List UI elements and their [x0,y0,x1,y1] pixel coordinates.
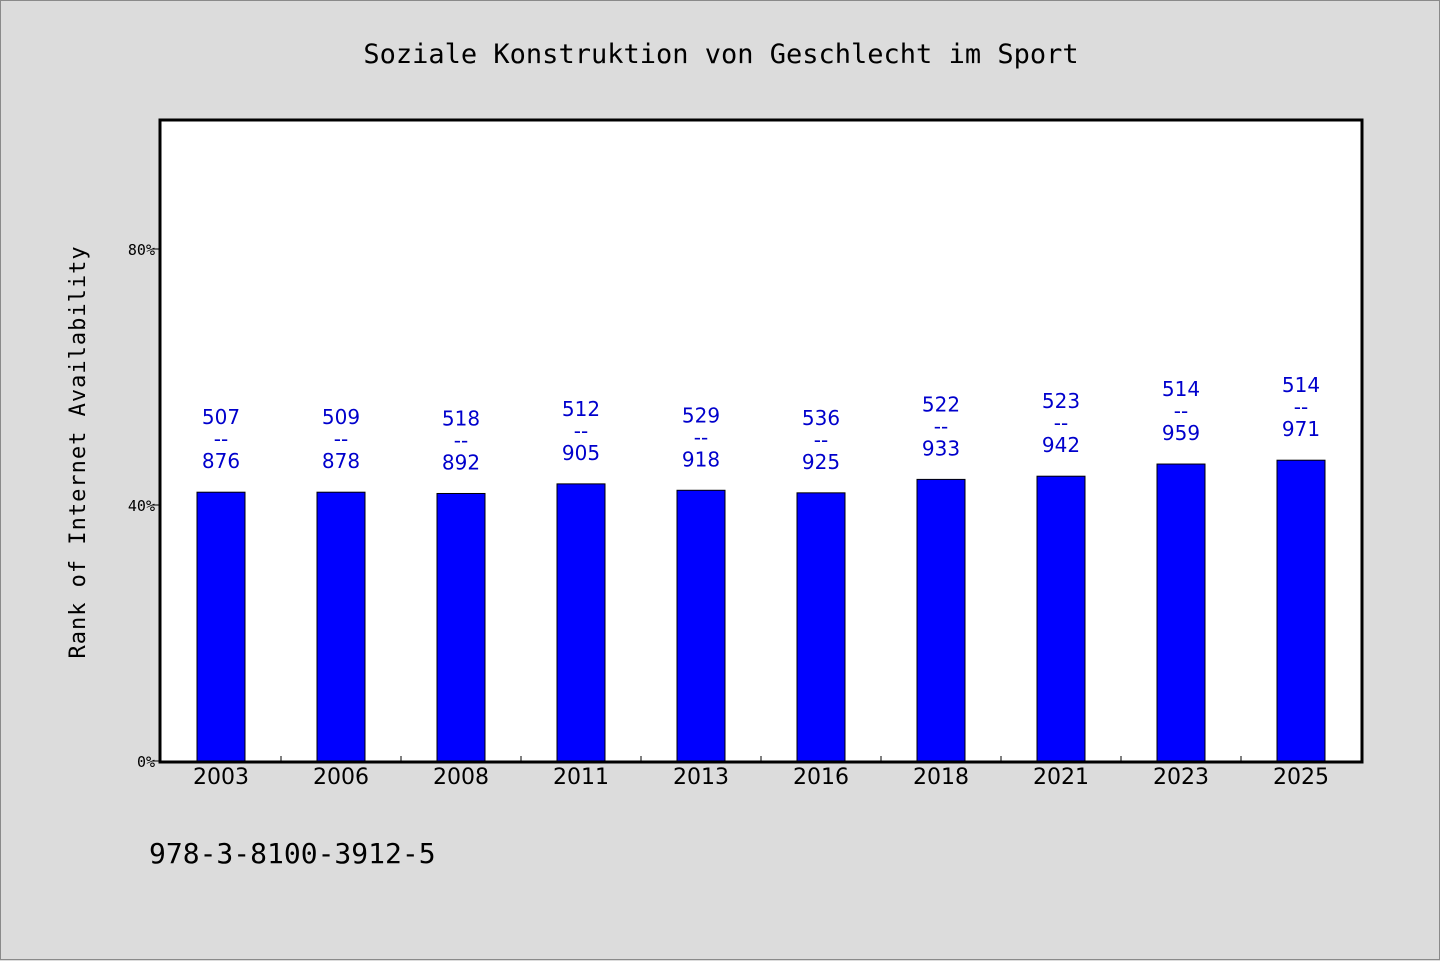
x-tick-label: 2006 [313,765,369,790]
data-label: 514 [1282,373,1320,397]
data-labels: 507--876509--878518--892512--905529--918… [202,373,1320,474]
x-tick-label: 2018 [913,765,969,790]
bar [1156,463,1206,762]
data-label: 942 [1042,433,1080,457]
data-label: 523 [1042,389,1080,413]
data-label: -- [214,427,228,451]
y-ticks: 0% 40% 80% [128,241,160,771]
x-tick-label: 2016 [793,765,849,790]
data-label: 918 [682,447,720,471]
bar [556,483,606,762]
x-tick-label: 2003 [193,765,249,790]
y-tick-label: 40% [128,497,155,515]
data-label: 971 [1282,417,1320,441]
data-label: 512 [562,397,600,421]
data-label: -- [334,427,348,451]
x-tick-label: 2011 [553,765,609,790]
x-tick-label: 2021 [1033,765,1089,790]
bar [436,492,486,762]
bar [796,492,846,762]
bar [1036,475,1086,762]
data-label: 933 [922,436,960,460]
data-label: -- [1054,411,1068,435]
y-axis-label: Rank of Internet Availability [66,245,91,658]
bar [916,478,966,762]
chart-title: Soziale Konstruktion von Geschlecht im S… [363,39,1078,70]
bars [196,459,1326,762]
y-tick-label: 80% [128,241,155,259]
data-label: 878 [322,449,360,473]
x-tick-label: 2025 [1273,765,1329,790]
data-label: 536 [802,406,840,430]
data-label: 507 [202,405,240,429]
data-label: 522 [922,392,960,416]
bar [196,491,246,762]
data-label: -- [1294,395,1308,419]
data-label: 509 [322,405,360,429]
data-label: 518 [442,406,480,430]
data-label: 925 [802,450,840,474]
data-label: -- [814,428,828,452]
isbn-text: 978-3-8100-3912-5 [149,837,436,870]
x-ticks: 2003 2006 2008 2011 2013 2016 2018 2021 2023 2025 [193,756,1329,790]
data-label: 905 [562,441,600,465]
data-label: -- [934,414,948,438]
data-label: -- [454,428,468,452]
x-tick-label: 2013 [673,765,729,790]
data-label: 892 [442,450,480,474]
bar [316,491,366,762]
x-tick-label: 2008 [433,765,489,790]
data-label: 529 [682,403,720,427]
data-label: -- [574,419,588,443]
data-label: 876 [202,449,240,473]
y-tick-label: 0% [137,753,155,771]
data-label: 514 [1162,377,1200,401]
data-label: -- [694,425,708,449]
data-label: -- [1174,399,1188,423]
x-tick-label: 2023 [1153,765,1209,790]
bar [1276,459,1326,762]
bar [676,489,726,762]
data-label: 959 [1162,421,1200,445]
